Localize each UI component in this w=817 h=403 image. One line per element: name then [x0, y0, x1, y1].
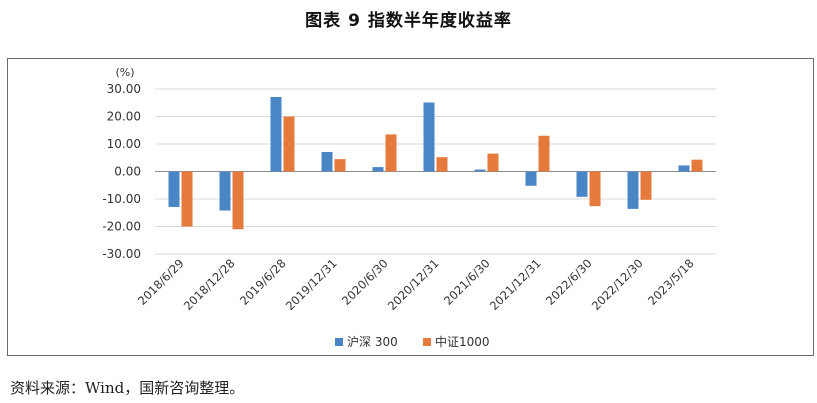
- x-tick-label: 2018/12/28: [181, 256, 238, 313]
- y-tick-label: 30.00: [107, 82, 141, 96]
- y-tick-label: -10.00: [102, 192, 141, 206]
- legend-label: 中证1000: [435, 334, 490, 349]
- x-tick-label: 2019/6/28: [237, 256, 289, 308]
- x-tick-label: 2018/6/29: [135, 256, 187, 308]
- x-tick-label: 2022/6/30: [543, 256, 595, 308]
- bar-hs300: [219, 171, 231, 211]
- y-tick-label: -20.00: [102, 220, 141, 234]
- bar-hs300: [627, 171, 639, 209]
- x-tick-label: 2020/6/30: [339, 256, 391, 308]
- bar-zz1000: [640, 171, 652, 200]
- bar-zz1000: [181, 171, 193, 227]
- bar-hs300: [474, 169, 486, 172]
- bar-hs300: [678, 165, 690, 172]
- bar-hs300: [576, 171, 588, 197]
- chart-title: 图表 9 指数半年度收益率: [305, 11, 512, 31]
- legend-swatch-zz1000: [423, 338, 431, 346]
- bar-zz1000: [589, 171, 601, 207]
- bar-hs300: [423, 102, 435, 172]
- bar-hs300: [270, 96, 282, 172]
- legend-swatch-hs300: [335, 338, 343, 346]
- x-tick-label: 2022/12/30: [589, 256, 646, 313]
- y-tick-label: -30.00: [102, 247, 141, 261]
- x-tick-label: 2021/6/30: [441, 256, 493, 308]
- x-tick-label: 2021/12/31: [487, 256, 544, 313]
- bar-zz1000: [283, 116, 295, 172]
- y-tick-label: 20.00: [107, 110, 141, 124]
- y-unit-label: (%): [115, 66, 134, 79]
- legend-label: 沪深 300: [347, 335, 398, 349]
- y-tick-label: 0.00: [114, 165, 141, 179]
- bar-chart: (%) 30.00 20.00 10.00 0.00 -10.00 -20.00 -30.00…: [102, 66, 716, 349]
- bar-hs300: [525, 171, 537, 186]
- bar-hs300: [168, 171, 180, 207]
- bar-hs300: [321, 151, 333, 172]
- bar-zz1000: [691, 159, 703, 172]
- chart-frame: (%) 30.00 20.00 10.00 0.00 -10.00 -20.00 -30.00…: [7, 58, 814, 356]
- bar-zz1000: [487, 153, 499, 172]
- bar-zz1000: [334, 159, 346, 172]
- x-tick-label: 2020/12/31: [385, 256, 442, 313]
- bar-zz1000: [538, 135, 550, 172]
- x-tick-label: 2019/12/31: [283, 256, 340, 313]
- bar-zz1000: [436, 157, 448, 172]
- source-note: 资料来源：Wind，国新咨询整理。: [10, 379, 245, 397]
- bar-hs300: [372, 167, 384, 172]
- y-tick-label: 10.00: [107, 137, 141, 151]
- x-tick-label: 2023/5/18: [645, 256, 697, 308]
- bar-zz1000: [232, 171, 244, 230]
- bar-zz1000: [385, 134, 397, 172]
